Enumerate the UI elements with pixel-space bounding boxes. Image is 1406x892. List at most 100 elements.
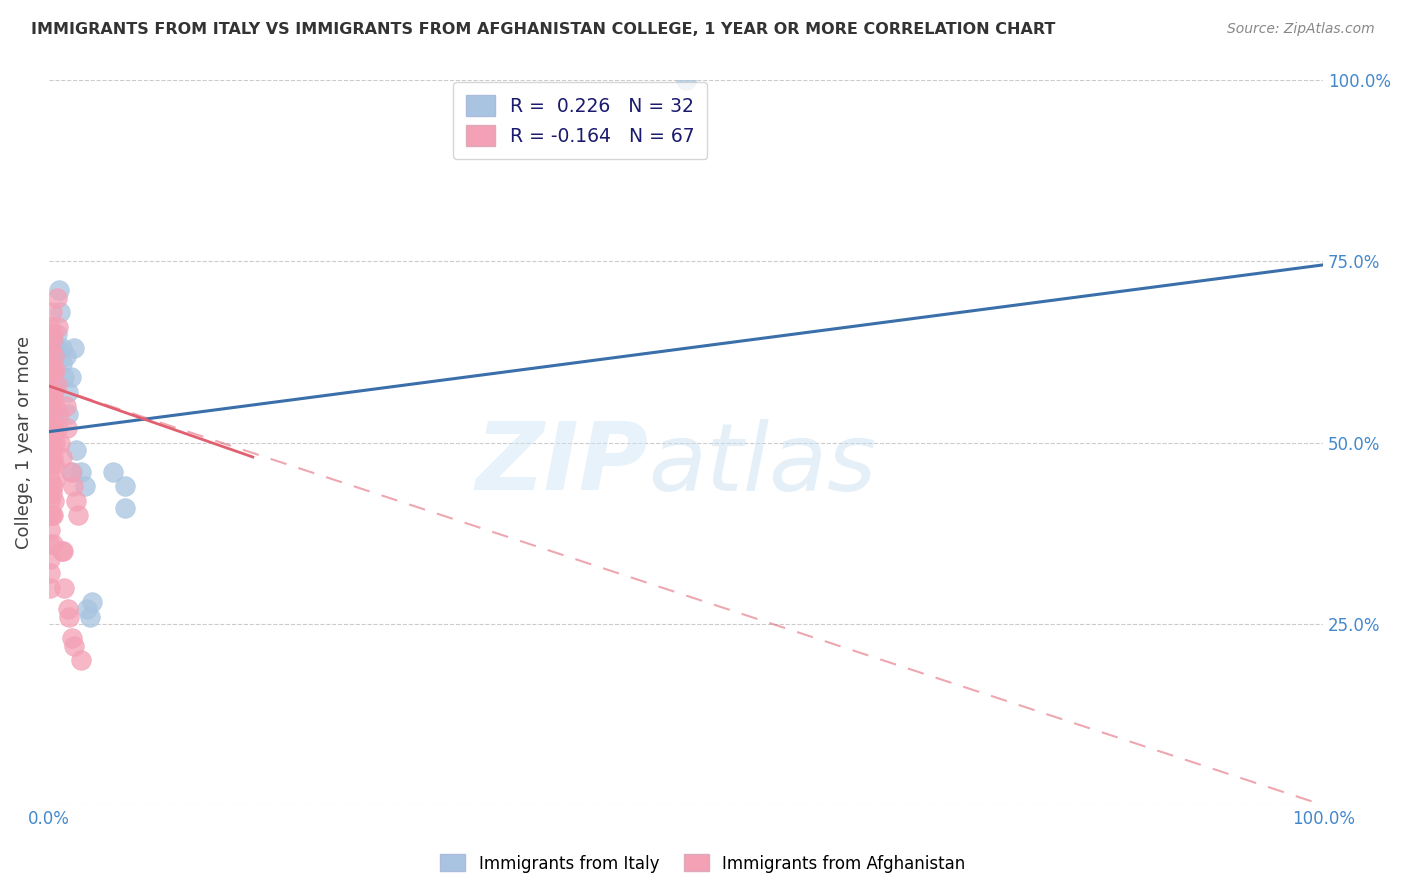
Point: [39, 472, 62, 486]
Point: [51, 544, 73, 558]
Point: [62, 479, 84, 493]
Point: [39, 384, 62, 399]
Point: [56, 407, 79, 421]
Point: [44, 435, 66, 450]
Point: [42, 493, 65, 508]
Point: [42, 363, 65, 377]
Point: [44, 341, 66, 355]
Point: [41, 435, 63, 450]
Point: [41, 414, 63, 428]
Point: [42, 421, 65, 435]
Point: [101, 465, 124, 479]
Point: [51, 450, 73, 464]
Point: [41, 399, 63, 413]
Point: [48, 407, 70, 421]
Text: Source: ZipAtlas.com: Source: ZipAtlas.com: [1227, 22, 1375, 37]
Point: [39, 319, 62, 334]
Point: [42, 508, 65, 522]
Point: [42, 334, 65, 348]
Point: [51, 356, 73, 370]
Point: [53, 370, 76, 384]
Point: [69, 465, 91, 479]
Point: [42, 421, 65, 435]
Point: [41, 305, 63, 319]
Point: [41, 363, 63, 377]
Point: [42, 479, 65, 493]
Point: [39, 384, 62, 399]
Point: [46, 319, 69, 334]
Point: [39, 537, 62, 551]
Point: [39, 581, 62, 595]
Point: [39, 442, 62, 457]
Legend: R =  0.226   N = 32, R = -0.164   N = 67: R = 0.226 N = 32, R = -0.164 N = 67: [453, 82, 707, 159]
Point: [39, 479, 62, 493]
Point: [53, 581, 76, 595]
Point: [59, 465, 82, 479]
Point: [73, 479, 96, 493]
Point: [42, 349, 65, 363]
Point: [56, 421, 79, 435]
Point: [44, 399, 66, 413]
Point: [46, 421, 69, 435]
Point: [60, 632, 83, 646]
Point: [56, 384, 79, 399]
Text: IMMIGRANTS FROM ITALY VS IMMIGRANTS FROM AFGHANISTAN COLLEGE, 1 YEAR OR MORE COR: IMMIGRANTS FROM ITALY VS IMMIGRANTS FROM…: [31, 22, 1056, 37]
Point: [41, 457, 63, 471]
Point: [42, 326, 65, 341]
Point: [69, 653, 91, 667]
Point: [39, 428, 62, 442]
Point: [39, 566, 62, 580]
Point: [46, 341, 69, 355]
Point: [39, 435, 62, 450]
Point: [42, 392, 65, 406]
Point: [63, 639, 86, 653]
Point: [42, 537, 65, 551]
Text: ZIP: ZIP: [475, 418, 648, 510]
Y-axis label: College, 1 year or more: College, 1 year or more: [15, 336, 32, 549]
Point: [39, 370, 62, 384]
Point: [42, 450, 65, 464]
Point: [675, 73, 697, 87]
Point: [58, 609, 80, 624]
Point: [82, 595, 104, 609]
Point: [52, 544, 75, 558]
Point: [39, 508, 62, 522]
Point: [41, 334, 63, 348]
Point: [114, 500, 136, 515]
Point: [56, 602, 79, 616]
Point: [55, 399, 77, 413]
Point: [79, 609, 101, 624]
Point: [42, 457, 65, 471]
Point: [44, 363, 66, 377]
Point: [59, 370, 82, 384]
Point: [39, 414, 62, 428]
Point: [67, 508, 90, 522]
Point: [39, 523, 62, 537]
Point: [76, 602, 98, 616]
Point: [65, 442, 87, 457]
Point: [45, 291, 67, 305]
Point: [42, 363, 65, 377]
Point: [65, 493, 87, 508]
Point: [39, 356, 62, 370]
Point: [41, 349, 63, 363]
Point: [39, 551, 62, 566]
Point: [44, 472, 66, 486]
Point: [60, 465, 83, 479]
Point: [44, 377, 66, 392]
Point: [39, 399, 62, 413]
Point: [39, 493, 62, 508]
Point: [41, 508, 63, 522]
Point: [39, 457, 62, 471]
Point: [49, 435, 72, 450]
Point: [55, 349, 77, 363]
Point: [39, 341, 62, 355]
Point: [41, 486, 63, 500]
Point: [45, 377, 67, 392]
Point: [45, 326, 67, 341]
Point: [51, 341, 73, 355]
Point: [41, 392, 63, 406]
Point: [42, 384, 65, 399]
Legend: Immigrants from Italy, Immigrants from Afghanistan: Immigrants from Italy, Immigrants from A…: [433, 847, 973, 880]
Point: [42, 370, 65, 384]
